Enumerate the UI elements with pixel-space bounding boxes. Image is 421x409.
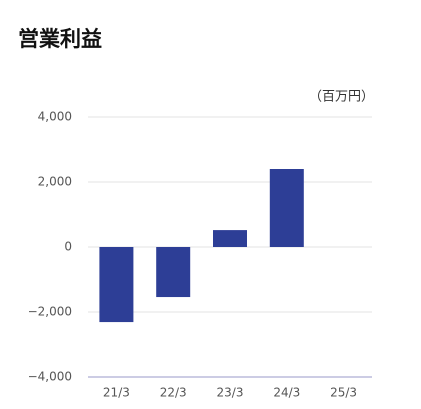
chart-title: 営業利益 (18, 27, 102, 51)
x-tick-label: 23/3 (217, 386, 244, 400)
bar (99, 247, 134, 323)
y-tick-label: −2,000 (28, 305, 72, 319)
y-tick-label: 0 (64, 240, 72, 254)
x-tick-label: 25/3 (330, 386, 357, 400)
x-tick-label: 22/3 (160, 386, 187, 400)
y-tick-label: −4,000 (28, 370, 72, 384)
bar (269, 169, 304, 247)
y-tick-label: 4,000 (38, 110, 72, 124)
unit-label: （百万円） (309, 90, 374, 105)
y-tick-label: 2,000 (38, 175, 72, 189)
bar (156, 247, 191, 298)
x-tick-label: 24/3 (273, 386, 300, 400)
x-tick-label: 21/3 (103, 386, 130, 400)
bar (213, 230, 247, 247)
